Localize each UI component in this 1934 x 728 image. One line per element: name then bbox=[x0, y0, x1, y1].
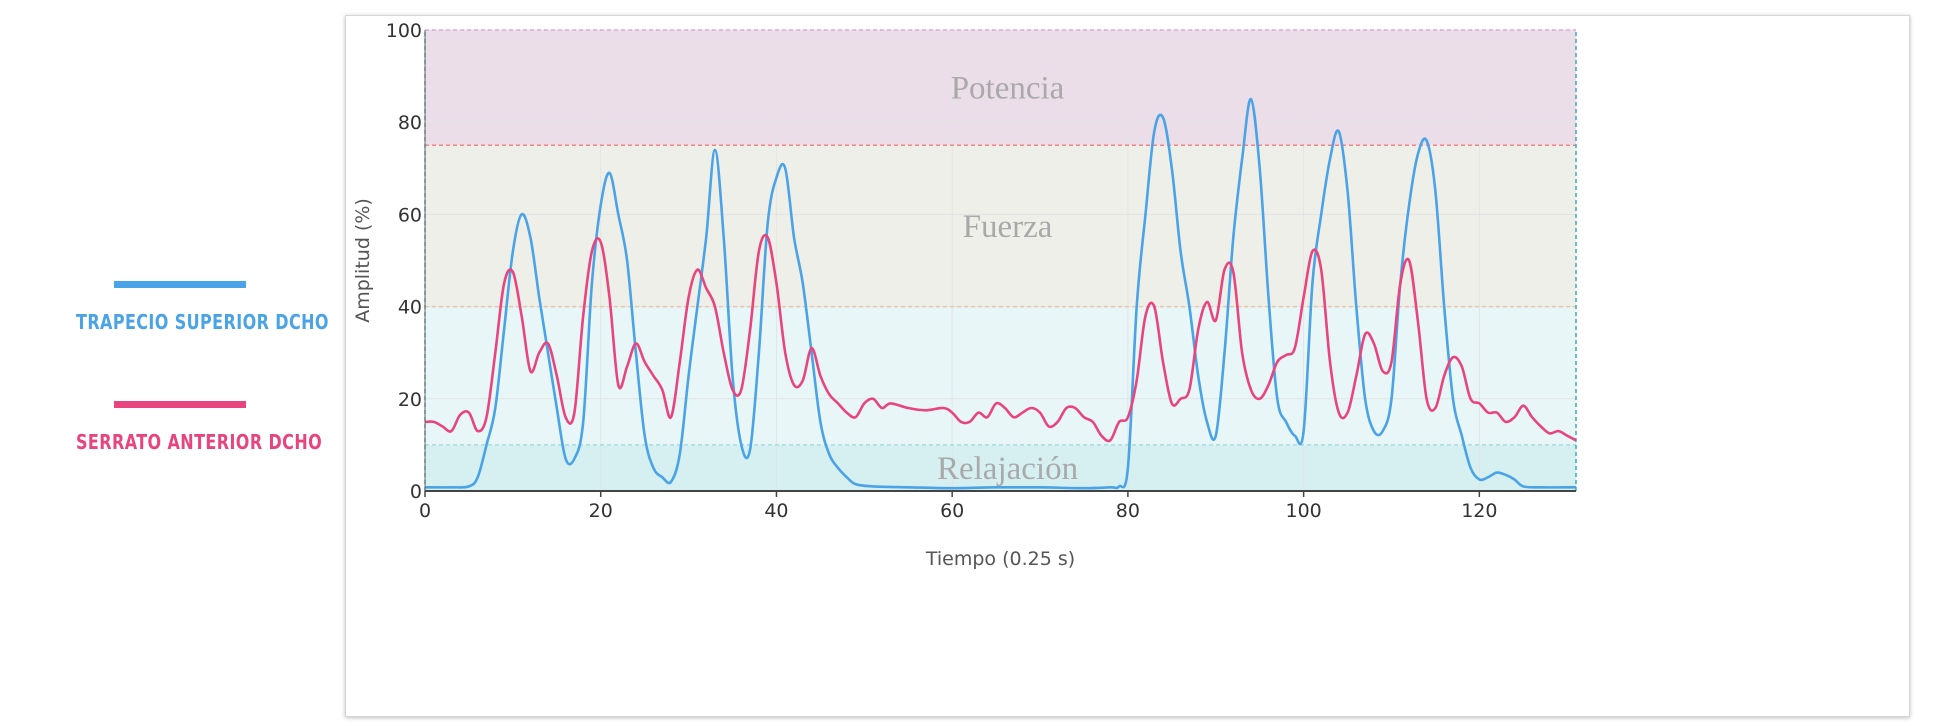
series-line-trapecio bbox=[424, 97, 1577, 490]
legend-swatch-serrato bbox=[114, 401, 246, 408]
legend-label-trapecio: TRAPECIO SUPERIOR DCHO bbox=[76, 310, 329, 334]
zone-label: Relajación bbox=[937, 451, 1078, 487]
zone-label: Fuerza bbox=[963, 209, 1053, 245]
y-tick-label: 80 bbox=[398, 112, 422, 134]
y-axis-title: Amplitud (%) bbox=[352, 198, 374, 323]
line-chart: Relajación Fuerza Potencia 0 20 40 60 80 100 120… bbox=[352, 20, 1577, 570]
zone-band bbox=[425, 306, 1576, 445]
chart-legend: TRAPECIO SUPERIOR DCHO SERRATO ANTERIOR … bbox=[0, 0, 330, 728]
zone-label: Potencia bbox=[951, 71, 1065, 107]
y-tick-label: 60 bbox=[398, 204, 422, 226]
chart-card: Relajación Fuerza Potencia 0 20 40 60 80 100 120… bbox=[345, 15, 1910, 717]
series-line-serrato bbox=[424, 233, 1577, 443]
y-tick-label: 20 bbox=[398, 389, 422, 411]
legend-label-serrato: SERRATO ANTERIOR DCHO bbox=[76, 430, 323, 454]
x-tick-label: 60 bbox=[940, 500, 964, 522]
x-tick-label: 120 bbox=[1461, 500, 1497, 522]
zone-band bbox=[425, 30, 1576, 146]
tick-labels: 0 20 40 60 80 100 120 0 20 40 60 80 100 bbox=[386, 20, 1498, 522]
zone-labels: Relajación Fuerza Potencia bbox=[937, 71, 1078, 487]
axes bbox=[424, 30, 1576, 497]
x-tick-label: 40 bbox=[764, 500, 788, 522]
y-tick-label: 40 bbox=[398, 297, 422, 319]
x-axis-title: Tiempo (0.25 s) bbox=[925, 548, 1075, 570]
threshold-lines bbox=[424, 29, 1577, 491]
legend-swatch-trapecio bbox=[114, 281, 246, 288]
x-tick-label: 80 bbox=[1116, 500, 1140, 522]
legend-item-serrato[interactable]: SERRATO ANTERIOR DCHO bbox=[50, 401, 323, 454]
data-series bbox=[424, 97, 1577, 490]
y-tick-label: 0 bbox=[410, 481, 422, 503]
zone-band bbox=[425, 145, 1576, 307]
legend-item-trapecio[interactable]: TRAPECIO SUPERIOR DCHO bbox=[50, 281, 329, 334]
x-tick-label: 100 bbox=[1285, 500, 1321, 522]
x-tick-label: 20 bbox=[589, 500, 613, 522]
y-tick-label: 100 bbox=[386, 20, 422, 42]
zone-bands bbox=[425, 30, 1576, 491]
x-tick-label: 0 bbox=[419, 500, 431, 522]
zone-band bbox=[425, 444, 1576, 491]
